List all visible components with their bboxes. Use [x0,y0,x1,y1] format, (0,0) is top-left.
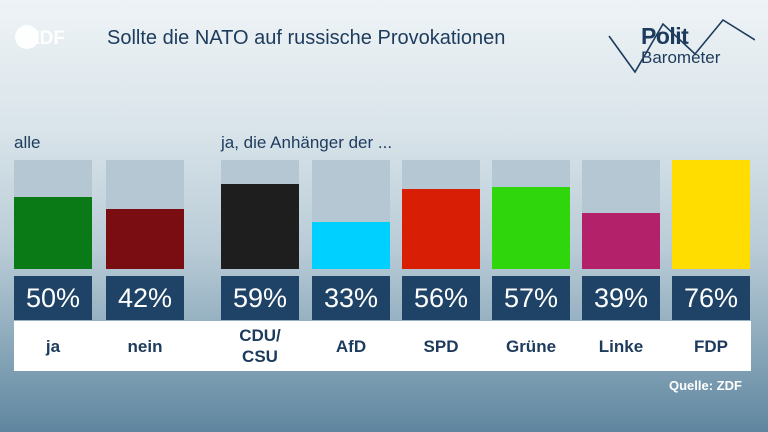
bar-track-1 [106,160,184,269]
bar-track-3 [312,160,390,269]
chart-title: Sollte die NATO auf russische Provokatio… [107,27,506,49]
bar-3 [312,222,390,269]
bar-6 [582,213,660,269]
bar-0 [14,197,92,269]
bar-track-0 [14,160,92,269]
bar-1 [106,209,184,269]
category-label-4: SPD [423,336,459,356]
category-label-2: CDU/ CSU [239,326,281,366]
value-label-4: 56% [402,276,480,320]
value-label-6: 39% [582,276,660,320]
value-label-5: 57% [492,276,570,320]
category-label-3: AfD [335,336,367,356]
category-label-1: nein [127,336,163,356]
bar-track-5 [492,160,570,269]
zdf-logo-text: ZDF [28,28,65,49]
source-note: Quelle: ZDF [669,378,742,393]
bar-track-7 [672,160,750,269]
bar-7 [672,160,750,269]
politbarometer-logo-word-2: Barometer [641,48,721,67]
politbarometer-logo-graphic [608,18,755,74]
category-strip [14,321,751,371]
value-label-7: 76% [672,276,750,320]
bar-track-4 [402,160,480,269]
category-label-7: FDP [694,336,728,356]
bar-track-2 [221,160,299,269]
group-label-0: alle [14,133,41,152]
category-label-5: Grüne [505,336,557,356]
category-label-6: Linke [598,336,644,356]
value-label-2: 59% [221,276,299,320]
bar-4 [402,189,480,269]
zdf-logo: ZDF [15,25,65,49]
bar-2 [221,184,299,269]
category-label-0: ja [45,336,61,356]
group-label-1: ja, die Anhänger der ... [221,133,393,152]
value-label-0: 50% [14,276,92,320]
bar-5 [492,187,570,269]
politbarometer-logo-word-1: Polit [641,23,689,49]
value-label-1: 42% [106,276,184,320]
value-label-3: 33% [312,276,390,320]
bar-track-6 [582,160,660,269]
